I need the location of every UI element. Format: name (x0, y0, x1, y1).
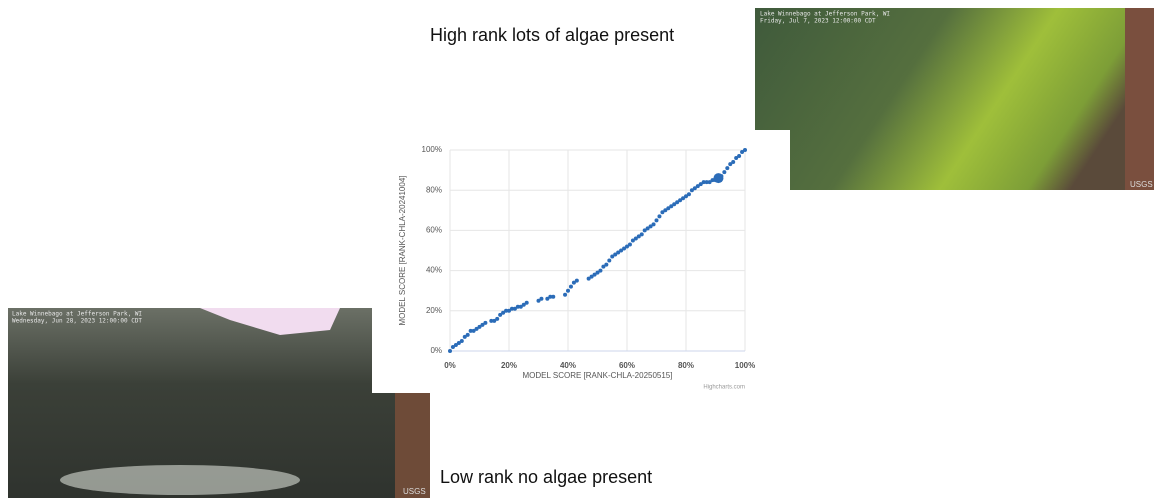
x-tick-label: 100% (735, 361, 755, 370)
point (566, 289, 570, 293)
point (551, 295, 555, 299)
y-tick-label: 100% (422, 145, 442, 154)
algae-photo (755, 8, 1154, 190)
cam-timestamp: Friday, Jul 7, 2023 12:00:00 CDT (760, 18, 876, 25)
point (460, 339, 464, 343)
point (731, 160, 735, 164)
point (604, 263, 608, 267)
foam (60, 465, 300, 495)
usgs-logo: USGS (1130, 180, 1153, 189)
dock (1125, 8, 1154, 190)
chart-background (372, 130, 755, 393)
point (448, 349, 452, 353)
usgs-logo: USGS (403, 487, 426, 496)
point (687, 192, 691, 196)
point (652, 222, 656, 226)
x-tick-label: 40% (560, 361, 576, 370)
slide: Lake Winnebago at Jefferson Park, WI Fri… (0, 0, 1154, 498)
point (575, 279, 579, 283)
point (495, 317, 499, 321)
point (563, 293, 567, 297)
point (483, 321, 487, 325)
y-tick-label: 0% (430, 346, 442, 355)
point (598, 269, 602, 273)
cam-timestamp: Wednesday, Jun 28, 2023 12:00:00 CDT (12, 318, 142, 325)
point (640, 232, 644, 236)
point (743, 148, 747, 152)
point (737, 154, 741, 158)
point (607, 259, 611, 263)
point (713, 173, 723, 183)
dock (395, 390, 430, 498)
x-tick-label: 60% (619, 361, 635, 370)
x-tick-label: 20% (501, 361, 517, 370)
y-tick-label: 20% (426, 306, 442, 315)
y-tick-label: 80% (426, 185, 442, 194)
x-tick-label: 0% (444, 361, 456, 370)
caption-low: Low rank no algae present (440, 467, 652, 487)
point (628, 242, 632, 246)
point (466, 333, 470, 337)
y-tick-label: 40% (426, 266, 442, 275)
point (657, 214, 661, 218)
x-axis-title: MODEL SCORE [RANK-CHLA-20250515] (523, 371, 673, 380)
point (569, 285, 573, 289)
point (725, 166, 729, 170)
cam-location: Lake Winnebago at Jefferson Park, WI (12, 311, 142, 318)
point (722, 170, 726, 174)
point (655, 218, 659, 222)
x-tick-label: 80% (678, 361, 694, 370)
point (525, 301, 529, 305)
credit: Highcharts.com (703, 385, 745, 391)
y-tick-label: 60% (426, 226, 442, 235)
caption-high: High rank lots of algae present (430, 25, 674, 45)
y-axis-title: MODEL SCORE [RANK-CHLA-20241004] (398, 176, 407, 326)
cam-location: Lake Winnebago at Jefferson Park, WI (760, 11, 890, 18)
point (539, 297, 543, 301)
